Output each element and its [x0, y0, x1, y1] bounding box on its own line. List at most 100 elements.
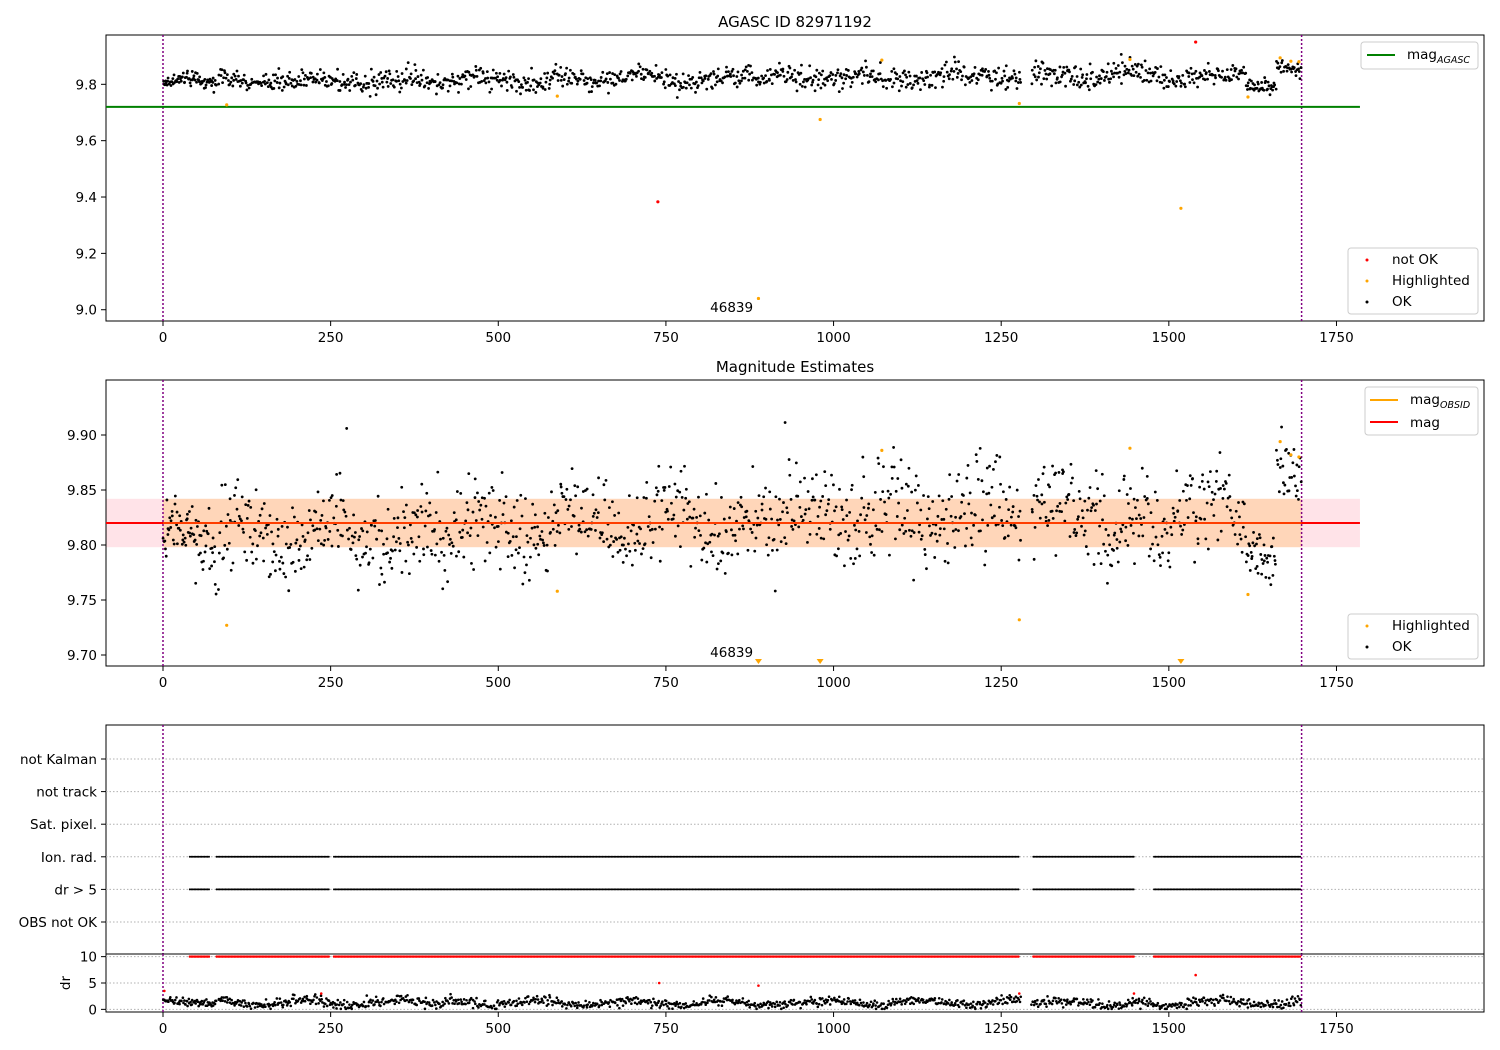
- flag-point: [1098, 855, 1101, 858]
- magnitude-ok-point: [1246, 554, 1250, 557]
- magnitude-ok-point: [175, 523, 178, 527]
- magnitude-ok-point: [1238, 533, 1242, 537]
- flag-point: [645, 888, 648, 891]
- dr-ok-point: [671, 1007, 674, 1011]
- magnitude-ok-point: [1151, 542, 1154, 546]
- flag-point: [387, 888, 390, 891]
- agasc-ok-point: [293, 78, 297, 81]
- magnitude-ok-point: [959, 515, 963, 518]
- agasc-ok-point: [1104, 75, 1108, 78]
- agasc-ok-point: [864, 65, 868, 69]
- flag-point: [583, 855, 586, 858]
- flag-point: [828, 888, 831, 891]
- magnitude-ok-point: [224, 524, 228, 528]
- agasc-title: AGASC ID 82971192: [718, 13, 872, 31]
- agasc-ok-point: [1249, 86, 1252, 90]
- flag-point: [425, 855, 428, 858]
- dr-ok-point: [883, 1007, 886, 1011]
- dr-ok-point: [565, 1007, 568, 1010]
- magnitude-ok-point: [792, 519, 796, 523]
- agasc-ok-point: [658, 73, 661, 77]
- dr-ok-point: [554, 1001, 558, 1005]
- flag-point: [286, 855, 289, 858]
- flag-point: [1185, 888, 1188, 891]
- flag-point: [850, 888, 853, 891]
- agasc-ok-point: [398, 82, 402, 86]
- flag-point: [1241, 888, 1244, 891]
- flag-point: [1067, 888, 1070, 891]
- flag-point: [1161, 888, 1164, 891]
- flag-point: [394, 855, 397, 858]
- flag-point: [551, 888, 554, 891]
- flag-point: [1285, 855, 1288, 858]
- flag-point: [234, 855, 237, 858]
- magnitude-xtick-label: 250: [318, 675, 344, 691]
- magnitude-ok-point: [1281, 464, 1285, 468]
- agasc-ok-point: [197, 80, 201, 83]
- flag-point: [355, 855, 358, 858]
- agasc-ok-point: [1085, 73, 1089, 76]
- flag-point: [915, 855, 918, 858]
- agasc-ok-point: [359, 82, 363, 86]
- flag-point: [585, 855, 588, 858]
- flag-point: [458, 855, 461, 858]
- magnitude-ok-point: [807, 507, 811, 511]
- magnitude-ok-point: [402, 510, 405, 514]
- agasc-ok-point: [314, 80, 318, 84]
- dr-ok-point: [748, 1006, 752, 1009]
- magnitude-ok-point: [1297, 497, 1300, 501]
- magnitude-ok-point: [348, 526, 351, 530]
- dr-ok-point: [670, 1002, 673, 1006]
- magnitude-ok-point: [844, 530, 847, 533]
- agasc-ok-point: [969, 75, 973, 79]
- agasc-ok-point: [419, 73, 423, 77]
- dr-ok-point: [313, 993, 317, 996]
- flag-point: [202, 855, 205, 858]
- magnitude-ok-point: [311, 524, 315, 528]
- flag-point: [1181, 855, 1184, 858]
- agasc-ok-point: [706, 77, 710, 81]
- dr-ok-point: [374, 995, 378, 999]
- agasc-ok-point: [841, 87, 844, 90]
- flag-point: [964, 888, 967, 891]
- agasc-ok-point: [1249, 79, 1253, 83]
- magnitude-ok-point: [1266, 560, 1270, 564]
- flag-point: [1097, 888, 1100, 891]
- flag-point: [576, 855, 579, 858]
- magnitude-ok-point: [276, 527, 280, 531]
- flag-point: [884, 855, 887, 858]
- dr-ok-point: [879, 1004, 882, 1007]
- agasc-ok-point: [401, 80, 405, 83]
- flag-point: [762, 888, 765, 891]
- flag-point: [279, 855, 282, 858]
- agasc-ok-point: [817, 71, 821, 75]
- flag-point: [188, 888, 191, 891]
- magnitude-ok-point: [1094, 469, 1098, 473]
- flag-point: [880, 888, 883, 891]
- dr-ok-point: [474, 1002, 477, 1006]
- flag-point: [1271, 855, 1274, 858]
- dr-ok-point: [609, 998, 612, 1002]
- flag-point: [630, 888, 633, 891]
- magnitude-ok-point: [188, 531, 192, 535]
- agasc-ok-point: [204, 86, 207, 90]
- magnitude-ok-point: [629, 529, 633, 533]
- flag-point: [1067, 855, 1070, 858]
- agasc-ok-point: [1298, 77, 1302, 81]
- flag-point: [237, 855, 240, 858]
- flag-point: [520, 855, 523, 858]
- dr-ok-point: [646, 1002, 650, 1005]
- agasc-ok-point: [170, 80, 174, 84]
- dr-ok-point: [451, 1002, 454, 1005]
- flag-point: [700, 888, 703, 891]
- dr-ok-point: [350, 1007, 354, 1011]
- dr-ok-point: [862, 1001, 865, 1004]
- magnitude-ok-point: [256, 544, 259, 548]
- magnitude-ok-point: [551, 519, 555, 523]
- flag-point: [992, 888, 995, 891]
- agasc-ok-point: [688, 83, 691, 87]
- flag-point: [427, 855, 430, 858]
- magnitude-ok-point: [1132, 531, 1135, 535]
- magnitude-ok-point: [354, 554, 358, 558]
- agasc-ok-point: [826, 79, 830, 83]
